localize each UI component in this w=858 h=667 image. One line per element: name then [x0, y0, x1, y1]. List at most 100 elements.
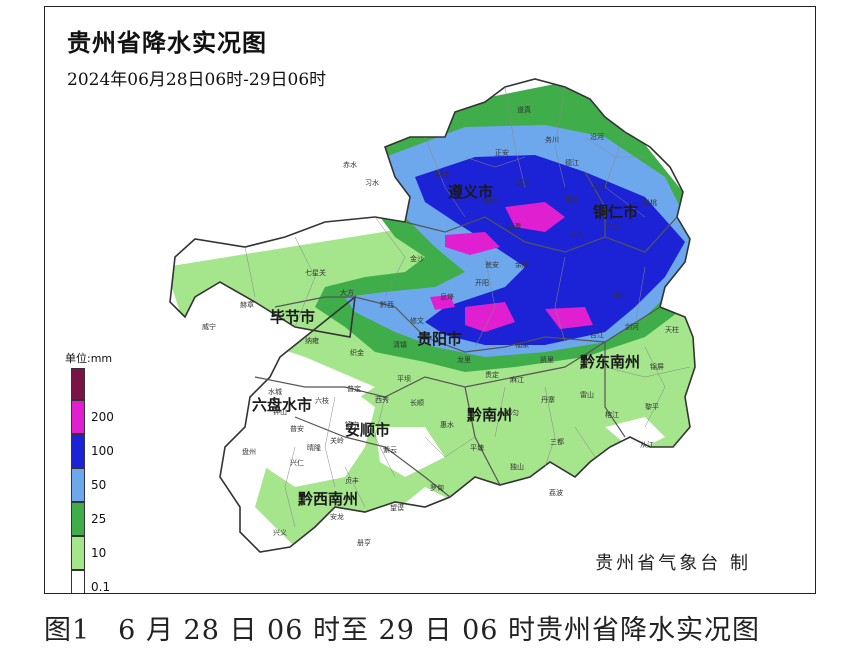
county-label: 务川 [545, 135, 559, 144]
map-frame: 遵义市 铜仁市 毕节市 贵阳市 黔东南州 六盘水市 安顺市 黔南州 黔西南州 道… [44, 6, 816, 594]
county-label: 普定 [347, 384, 361, 393]
county-label: 天柱 [665, 325, 679, 334]
legend-unit-label: 单位:mm [65, 352, 113, 365]
county-label: 江口 [605, 223, 619, 231]
legend-swatch [71, 468, 85, 502]
county-label: 息烽 [440, 292, 454, 301]
legend-tick-label: 10 [91, 546, 107, 560]
county-label: 罗甸 [430, 483, 444, 492]
county-label: 黎平 [645, 402, 659, 411]
figure-caption: 图1 6 月 28 日 06 时至 29 日 06 时贵州省降水实况图 [44, 615, 761, 646]
rainfall-map: 遵义市 铜仁市 毕节市 贵阳市 黔东南州 六盘水市 安顺市 黔南州 黔西南州 道… [169, 78, 696, 553]
county-label: 锦屏 [650, 362, 664, 371]
county-label: 丹寨 [541, 395, 555, 404]
pref-label: 六盘水市 [252, 396, 312, 414]
county-label: 普安 [290, 424, 304, 433]
county-label: 凯里 [540, 355, 554, 364]
county-label: 关岭 [330, 436, 344, 445]
county-label: 兴仁 [290, 458, 304, 467]
county-label: 惠水 [440, 420, 454, 429]
pref-label: 黔南州 [467, 406, 512, 424]
map-period: 2024年06月28日06时-29日06时 [67, 70, 327, 90]
county-label: 镇宁 [345, 420, 359, 429]
legend-tick-label: 50 [91, 478, 107, 492]
legend-tick-label: 25 [91, 512, 107, 526]
county-label: 平塘 [470, 443, 484, 452]
county-label: 都匀 [505, 408, 519, 417]
county-label: 安龙 [330, 512, 344, 521]
legend-tick-label: 0.1 [91, 580, 111, 594]
county-label: 兴义 [273, 528, 287, 537]
county-label: 钟山 [273, 407, 287, 416]
county-label: 习水 [365, 178, 379, 187]
county-label: 正安 [495, 148, 509, 157]
pref-label: 毕节市 [270, 308, 315, 326]
legend-tick-label: 200 [91, 410, 114, 424]
county-label: 道真 [517, 105, 531, 114]
county-label: 剑河 [625, 322, 639, 331]
county-label: 贵定 [485, 370, 499, 379]
county-label: 清镇 [393, 340, 407, 349]
legend-swatch [71, 502, 85, 536]
county-label: 晴隆 [307, 443, 321, 452]
county-label: 桐梓 [435, 170, 449, 179]
county-label: 七星关 [305, 268, 326, 277]
county-label: 长顺 [410, 398, 424, 407]
county-label: 水城 [268, 387, 282, 396]
county-label: 赤水 [343, 160, 357, 169]
county-label: 织金 [350, 348, 364, 357]
county-label: 荔波 [549, 488, 563, 497]
pref-label: 铜仁市 [593, 203, 638, 221]
county-label: 龙里 [457, 355, 471, 364]
county-label: 雷山 [580, 390, 594, 399]
county-label: 紫云 [383, 446, 397, 454]
county-label: 印江 [593, 183, 607, 191]
county-label: 六枝 [315, 396, 329, 405]
pref-label: 贵阳市 [417, 330, 462, 348]
county-label: 平坝 [397, 374, 411, 383]
county-label: 麻江 [510, 375, 524, 384]
county-label: 册亨 [357, 538, 371, 547]
county-label: 望谟 [390, 503, 404, 512]
county-label: 西秀 [375, 395, 389, 404]
county-label: 开阳 [475, 278, 489, 287]
pref-label: 遵义市 [448, 183, 493, 201]
county-label: 瓮安 [485, 260, 499, 269]
county-label: 绥阳 [483, 196, 497, 205]
county-label: 凤冈 [515, 179, 529, 187]
county-label: 独山 [510, 462, 524, 471]
county-label: 福泉 [515, 340, 529, 349]
county-label: 威宁 [202, 322, 216, 331]
map-title: 贵州省降水实况图 [67, 29, 267, 57]
county-label: 纳雍 [305, 336, 319, 345]
county-label: 思南 [565, 195, 579, 204]
county-label: 镇远 [613, 290, 627, 299]
county-label: 沿河 [590, 132, 604, 141]
county-label: 黔西 [380, 300, 394, 309]
pref-label: 黔西南州 [298, 490, 358, 508]
rainfall-legend: 单位:mm 200 100 50 25 10 0.1 [65, 350, 175, 593]
legend-tick-label: 100 [91, 444, 114, 458]
county-label: 湄潭 [507, 222, 521, 231]
pref-label: 安顺市 [345, 421, 390, 439]
legend-swatch [71, 570, 85, 593]
county-label: 贞丰 [345, 476, 359, 485]
legend-swatch [71, 536, 85, 570]
legend-swatch [71, 434, 85, 468]
county-label: 三都 [550, 438, 564, 446]
county-label: 榕江 [605, 410, 619, 419]
pref-label: 黔东南州 [580, 353, 640, 371]
county-label: 余庆 [515, 260, 529, 269]
county-label: 大方 [340, 288, 354, 297]
legend-swatch [71, 400, 85, 434]
county-label: 台江 [590, 330, 604, 339]
county-label: 德江 [565, 158, 579, 167]
county-label: 修文 [410, 316, 424, 325]
county-label: 从江 [640, 441, 654, 449]
county-label: 赫章 [240, 300, 254, 309]
legend-swatch [71, 368, 85, 400]
county-label: 金沙 [410, 254, 424, 263]
county-label: 松桃 [643, 198, 657, 207]
map-credit: 贵州省气象台 制 [595, 553, 751, 574]
county-label: 石阡 [570, 230, 584, 239]
